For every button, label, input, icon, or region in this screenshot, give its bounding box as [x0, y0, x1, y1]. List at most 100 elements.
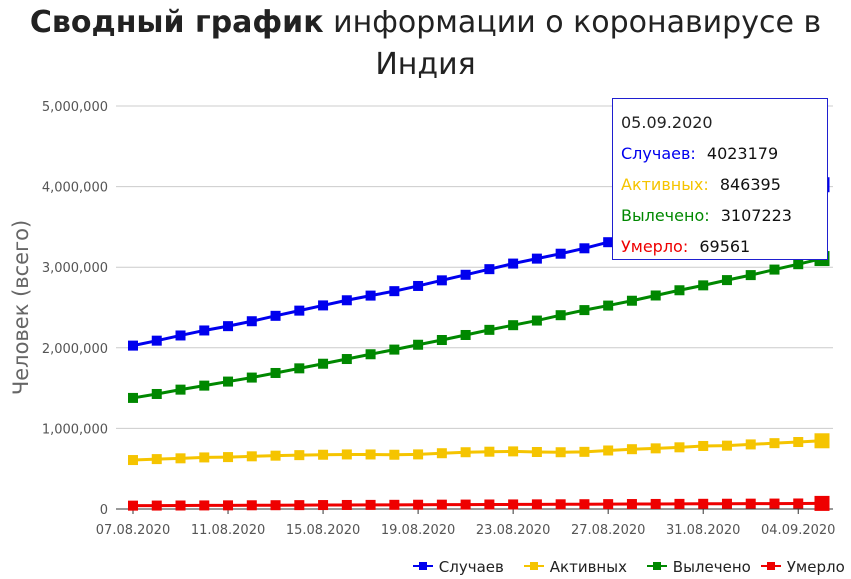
data-point-0: [318, 300, 329, 311]
data-point-0: [175, 330, 186, 341]
data-point-0: [294, 305, 305, 316]
data-point-1: [199, 452, 210, 463]
data-point-2: [318, 358, 329, 369]
data-point-3: [460, 499, 471, 510]
data-point-3: [555, 499, 566, 510]
x-tick-label: 07.08.2020: [96, 523, 170, 538]
data-point-3: [650, 498, 661, 509]
data-point-2: [365, 349, 376, 360]
data-point-3: [721, 498, 732, 509]
data-point-0: [555, 248, 566, 259]
data-point-1: [389, 449, 400, 460]
data-point-1: [413, 449, 424, 460]
data-point-0: [389, 286, 400, 297]
data-point-3: [413, 499, 424, 510]
y-tick-label: 5,000,000: [42, 100, 108, 115]
data-point-2: [460, 329, 471, 340]
y-tick-label: 4,000,000: [42, 181, 108, 196]
data-point-1: [318, 449, 329, 460]
data-point-1: [246, 451, 257, 462]
x-tick-label: 23.08.2020: [476, 523, 550, 538]
data-point-2: [389, 344, 400, 355]
data-point-2: [698, 280, 709, 291]
legend-swatch-cases: [413, 562, 433, 570]
data-point-0: [246, 316, 257, 327]
data-point-0: [531, 253, 542, 264]
data-point-0: [579, 243, 590, 254]
tooltip-label-cases: Случаев:: [621, 144, 696, 163]
data-point-3: [341, 499, 352, 510]
data-point-2: [270, 367, 281, 378]
data-point-3: [745, 498, 756, 509]
data-point-1: [175, 453, 186, 464]
series-line-2: [132, 257, 823, 400]
x-tick-label: 11.08.2020: [191, 523, 265, 538]
tooltip-value-cases: 4023179: [706, 144, 779, 163]
data-point-1: [223, 452, 234, 463]
data-point-0: [436, 275, 447, 286]
data-point-1: [603, 445, 614, 456]
data-point-3: [814, 495, 830, 511]
legend-swatch-recovered: [647, 562, 667, 570]
data-point-2: [674, 285, 685, 296]
data-point-3: [223, 500, 234, 511]
data-point-1: [270, 450, 281, 461]
data-point-2: [508, 320, 519, 331]
data-point-3: [484, 499, 495, 510]
legend-item-active[interactable]: Активных: [523, 558, 627, 576]
x-tick-label: 27.08.2020: [571, 523, 645, 538]
x-tick-label: 15.08.2020: [286, 523, 360, 538]
legend-item-deaths[interactable]: Умерло: [760, 558, 845, 576]
data-point-2: [484, 324, 495, 335]
data-point-2: [175, 384, 186, 395]
data-point-1: [128, 455, 138, 466]
data-point-2: [793, 259, 804, 270]
legend-label-deaths: Умерло: [786, 558, 845, 576]
y-tick-label: 0: [100, 503, 108, 518]
data-point-3: [199, 500, 210, 511]
data-point-1: [484, 446, 495, 457]
y-tick-label: 3,000,000: [42, 261, 108, 276]
data-point-0: [199, 325, 210, 336]
data-point-2: [745, 270, 756, 281]
legend-item-cases[interactable]: Случаев: [412, 558, 504, 576]
data-point-0: [413, 280, 424, 291]
x-tick-label: 31.08.2020: [666, 523, 740, 538]
legend-label-recovered: Вылечено: [672, 558, 751, 576]
data-point-3: [175, 500, 186, 511]
data-point-3: [246, 500, 257, 511]
tooltip-value-active: 846395: [719, 175, 781, 194]
y-axis-label: Человек (всего): [9, 220, 33, 395]
data-point-3: [389, 499, 400, 510]
legend-label-cases: Случаев: [438, 558, 504, 576]
data-point-2: [413, 339, 424, 350]
data-point-3: [579, 499, 590, 510]
tooltip-row-recovered: Вылечено: 3107223: [621, 202, 827, 233]
legend-item-recovered[interactable]: Вылечено: [646, 558, 751, 576]
tooltip-label-deaths: Умерло:: [621, 237, 689, 256]
data-point-3: [626, 499, 637, 510]
legend-label-active: Активных: [549, 558, 627, 576]
y-tick-label: 2,000,000: [42, 342, 108, 357]
data-point-1: [793, 437, 804, 448]
data-point-1: [555, 447, 566, 458]
data-point-1: [436, 448, 447, 459]
data-point-3: [436, 499, 447, 510]
data-point-1: [626, 444, 637, 455]
data-point-1: [698, 440, 709, 451]
data-point-2: [246, 372, 257, 383]
tooltip-row-deaths: Умерло: 69561: [621, 233, 827, 264]
data-point-0: [341, 295, 352, 306]
data-point-1: [745, 439, 756, 450]
tooltip-label-recovered: Вылечено:: [621, 206, 710, 225]
data-point-2: [436, 335, 447, 346]
data-point-3: [603, 499, 614, 510]
chart-title-bold: Сводный график: [29, 5, 324, 40]
data-point-3: [128, 500, 138, 511]
data-point-1: [650, 443, 661, 454]
data-point-3: [294, 500, 305, 511]
data-point-0: [270, 310, 281, 321]
data-point-1: [341, 449, 352, 460]
data-point-0: [365, 290, 376, 301]
